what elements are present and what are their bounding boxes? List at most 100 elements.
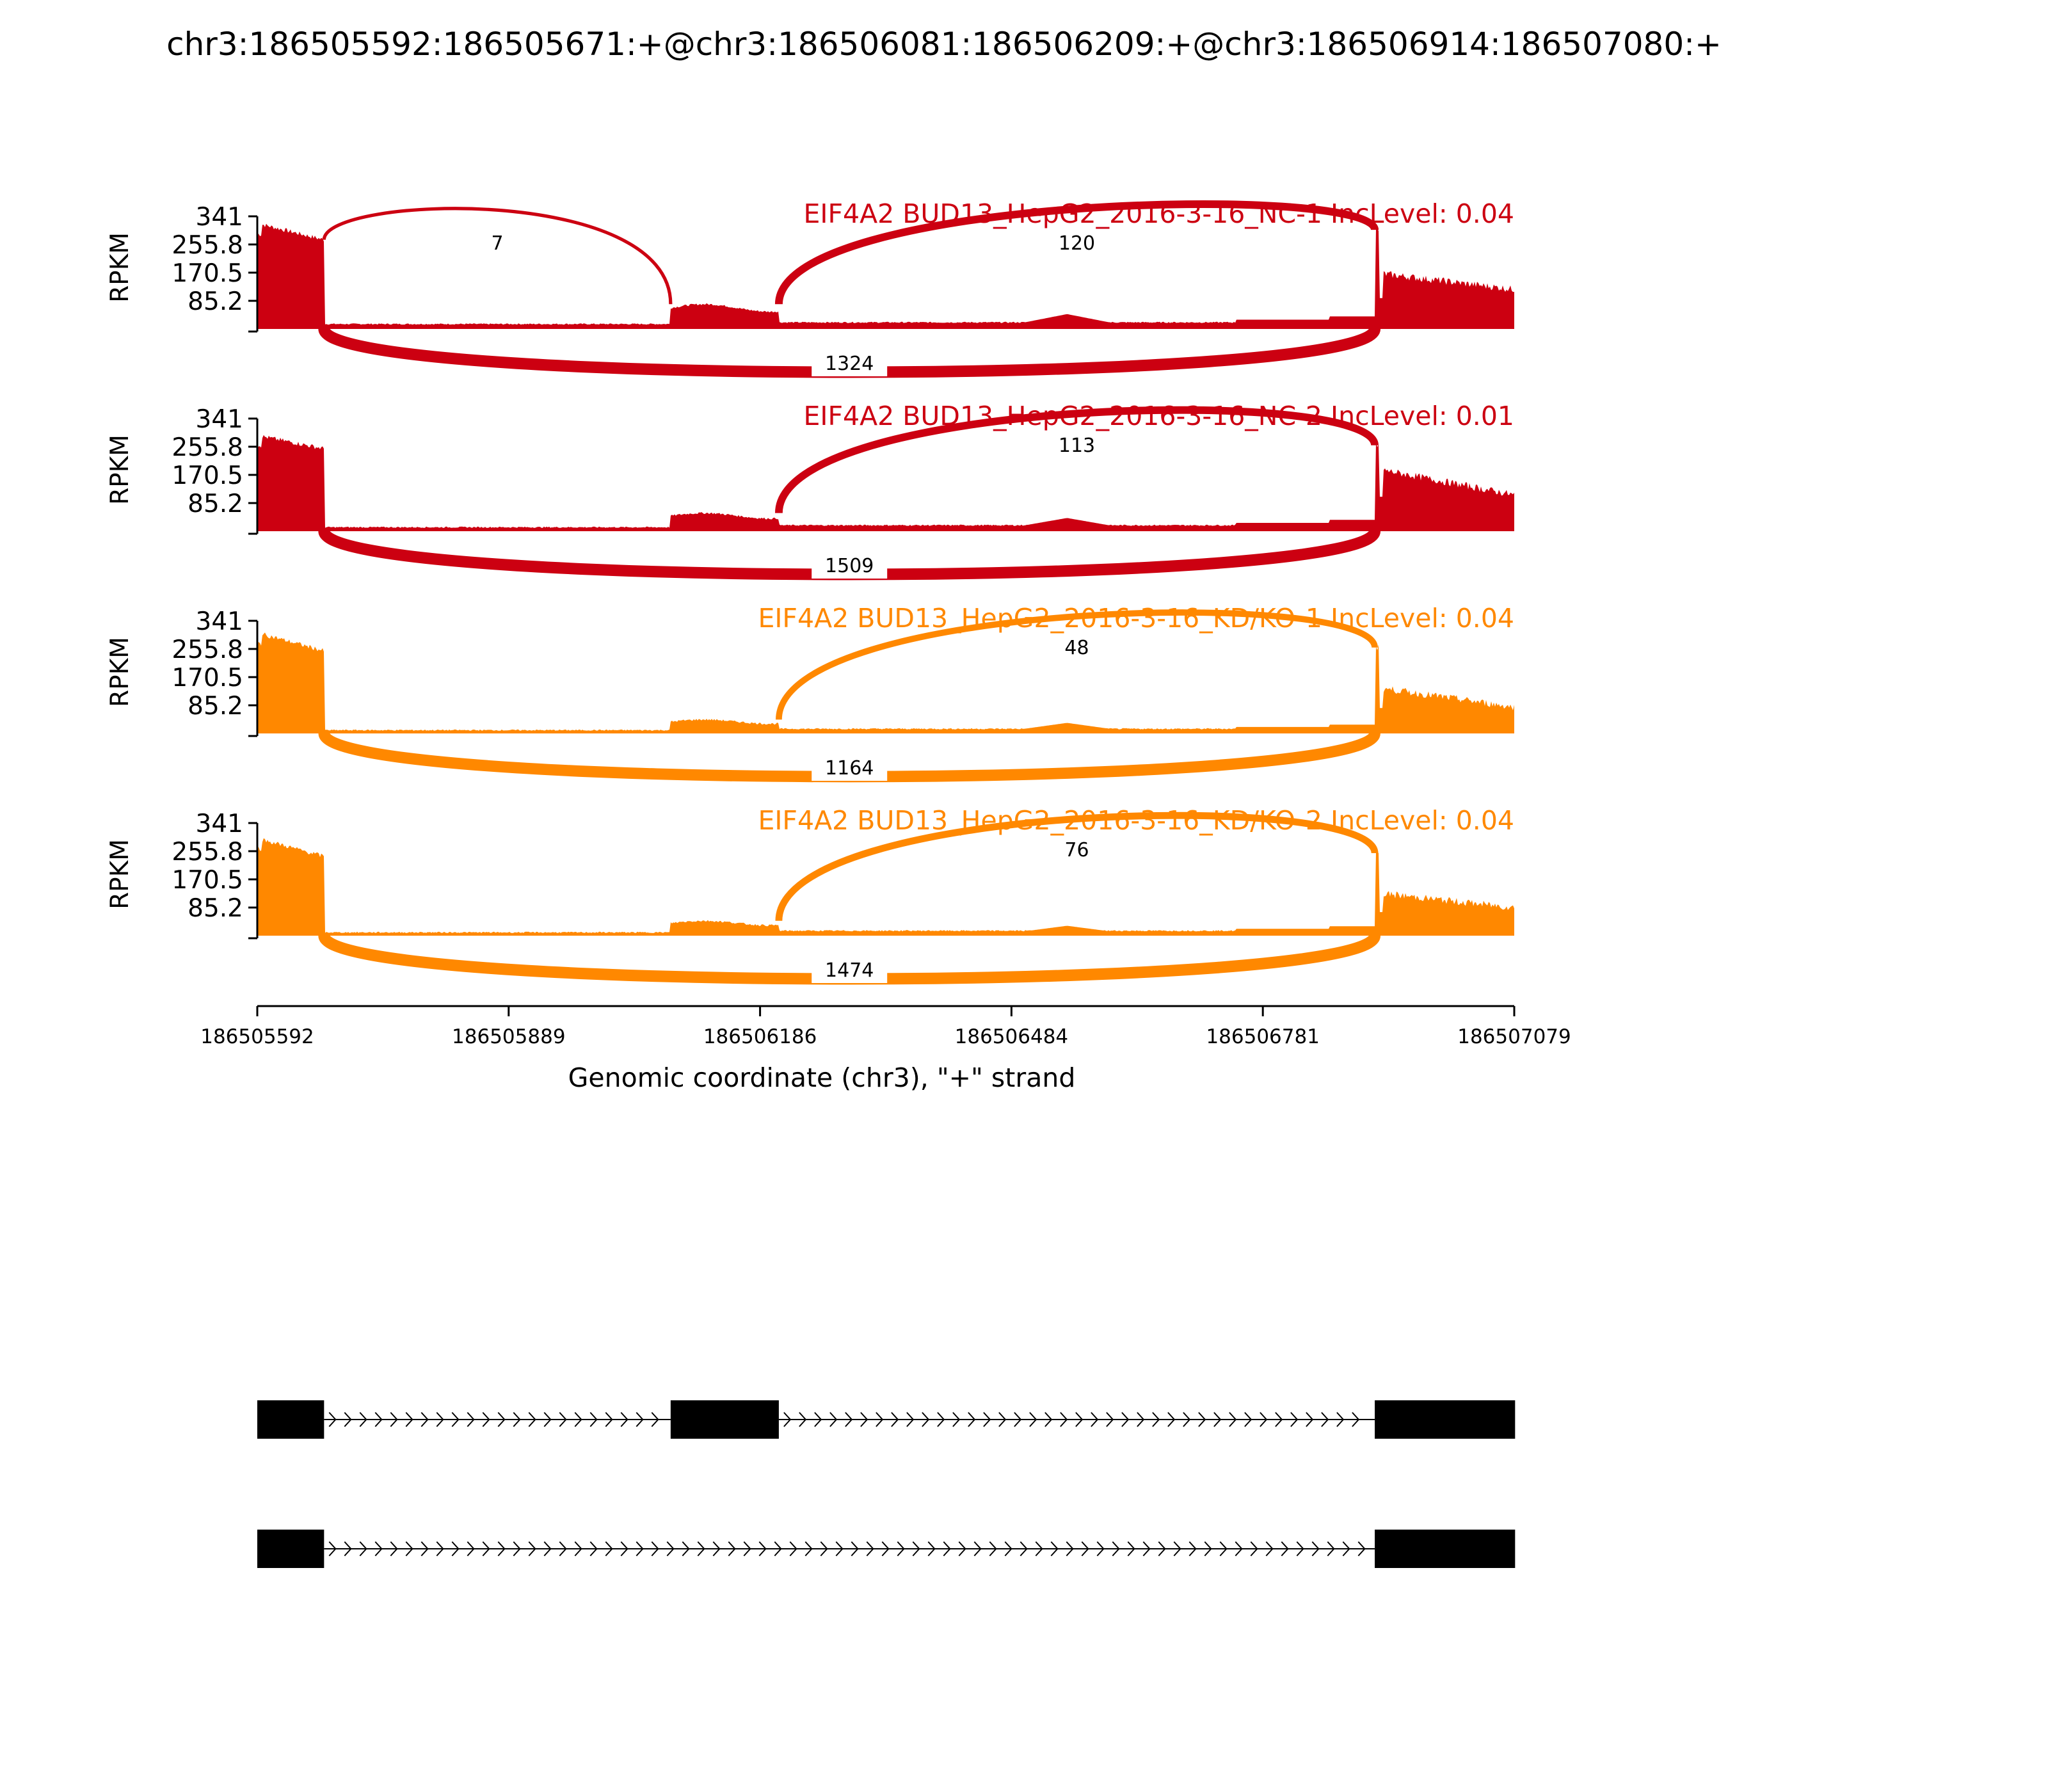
strand-arrow-icon	[420, 1412, 429, 1427]
y-tick-label: 341	[196, 203, 243, 232]
y-tick-label: 255.8	[172, 231, 243, 260]
strand-arrow-icon	[860, 1412, 868, 1427]
y-tick-label: 255.8	[172, 433, 243, 462]
strand-arrow-icon	[1106, 1412, 1114, 1427]
junction-count: 1509	[825, 555, 874, 577]
strand-arrow-icon	[636, 1541, 644, 1556]
junction-count: 1324	[825, 353, 874, 375]
strand-arrow-icon	[1167, 1412, 1176, 1427]
strand-arrow-icon	[1137, 1412, 1145, 1427]
junction-count: 120	[1059, 232, 1095, 255]
strand-arrow-icon	[651, 1412, 659, 1427]
junction-count: 1164	[825, 757, 874, 780]
strand-arrow-icon	[1281, 1541, 1289, 1556]
strand-arrow-icon	[1327, 1541, 1335, 1556]
strand-arrow-icon	[1188, 1541, 1197, 1556]
strand-arrow-icon	[758, 1541, 767, 1556]
isoform-layer	[257, 1400, 1516, 1568]
strand-arrow-icon	[1275, 1412, 1283, 1427]
strand-arrow-icon	[543, 1541, 552, 1556]
strand-arrow-icon	[636, 1412, 644, 1427]
junction-label-bg	[812, 553, 888, 579]
y-tick-label: 170.5	[172, 461, 243, 490]
strand-arrow-icon	[451, 1412, 460, 1427]
strand-arrow-icon	[1035, 1541, 1043, 1556]
strand-arrow-icon	[574, 1412, 582, 1427]
strand-arrow-icon	[1198, 1412, 1206, 1427]
strand-arrow-icon	[497, 1541, 506, 1556]
strand-arrow-icon	[1050, 1541, 1059, 1556]
junction-label-bg	[812, 957, 888, 983]
strand-arrow-icon	[1121, 1412, 1130, 1427]
strand-arrow-icon	[1183, 1412, 1191, 1427]
junction-count: 113	[1059, 435, 1095, 457]
strand-arrow-icon	[952, 1412, 961, 1427]
strand-arrow-icon	[973, 1541, 982, 1556]
strand-arrow-icon	[1321, 1412, 1329, 1427]
strand-arrow-icon	[1250, 1541, 1258, 1556]
strand-arrow-icon	[912, 1541, 920, 1556]
exon-block	[1375, 1530, 1516, 1568]
strand-arrow-icon	[1158, 1541, 1166, 1556]
strand-arrow-icon	[1260, 1412, 1268, 1427]
strand-arrow-icon	[1235, 1541, 1243, 1556]
strand-arrow-icon	[513, 1412, 521, 1427]
junction-arc	[322, 207, 673, 305]
junction-count: 1474	[825, 959, 874, 982]
junction-label-bg	[1046, 230, 1108, 256]
y-tick-label: 341	[196, 405, 243, 434]
junction-arc	[776, 609, 1378, 720]
y-tick-label: 341	[196, 607, 243, 636]
strand-arrow-icon	[666, 1541, 675, 1556]
strand-arrow-icon	[359, 1541, 367, 1556]
strand-arrow-icon	[783, 1412, 792, 1427]
y-tick-label: 85.2	[188, 894, 243, 923]
strand-arrow-icon	[814, 1412, 822, 1427]
exon-block	[257, 1530, 324, 1568]
strand-arrow-icon	[1352, 1412, 1360, 1427]
strand-arrow-icon	[1244, 1412, 1252, 1427]
strand-arrow-icon	[1306, 1412, 1314, 1427]
strand-arrow-icon	[1066, 1541, 1074, 1556]
strand-arrow-icon	[835, 1541, 844, 1556]
strand-arrow-icon	[1357, 1541, 1366, 1556]
x-axis-label: Genomic coordinate (chr3), "+" strand	[568, 1062, 1076, 1093]
strand-arrow-icon	[374, 1412, 383, 1427]
strand-arrow-icon	[804, 1541, 813, 1556]
strand-arrow-icon	[1127, 1541, 1135, 1556]
strand-arrow-icon	[1112, 1541, 1120, 1556]
y-axis-label: RPKM	[106, 839, 134, 909]
strand-arrow-icon	[1020, 1541, 1028, 1556]
strand-arrow-icon	[927, 1541, 936, 1556]
coverage-area	[257, 435, 1514, 531]
track-label: EIF4A2 BUD13_HepG2_2016-3-16_KD/KO-2 Inc…	[758, 805, 1514, 836]
x-tick-label: 186505592	[200, 1025, 314, 1048]
strand-arrow-icon	[774, 1541, 782, 1556]
strand-arrow-icon	[589, 1412, 598, 1427]
strand-arrow-icon	[876, 1412, 884, 1427]
strand-arrow-icon	[1096, 1541, 1105, 1556]
strand-arrow-icon	[1296, 1541, 1304, 1556]
strand-arrow-icon	[405, 1541, 413, 1556]
strand-arrow-icon	[605, 1541, 613, 1556]
isoform-2	[257, 1530, 1516, 1568]
strand-arrow-icon	[1229, 1412, 1237, 1427]
strand-arrow-icon	[1142, 1541, 1151, 1556]
strand-arrow-icon	[712, 1541, 721, 1556]
strand-arrow-icon	[482, 1541, 490, 1556]
plot-title: chr3:186505592:186505671:+@chr3:18650608…	[166, 26, 1722, 63]
strand-arrow-icon	[1336, 1412, 1345, 1427]
strand-arrow-icon	[451, 1541, 460, 1556]
x-tick-label: 186506484	[955, 1025, 1069, 1048]
y-tick-label: 255.8	[172, 838, 243, 867]
strand-arrow-icon	[1219, 1541, 1228, 1556]
strand-arrow-icon	[697, 1541, 705, 1556]
strand-arrow-icon	[528, 1412, 536, 1427]
exon-block	[670, 1400, 779, 1439]
strand-arrow-icon	[989, 1541, 997, 1556]
y-tick-label: 85.2	[188, 287, 243, 316]
junction-arc	[775, 812, 1379, 922]
strand-arrow-icon	[1265, 1541, 1274, 1556]
